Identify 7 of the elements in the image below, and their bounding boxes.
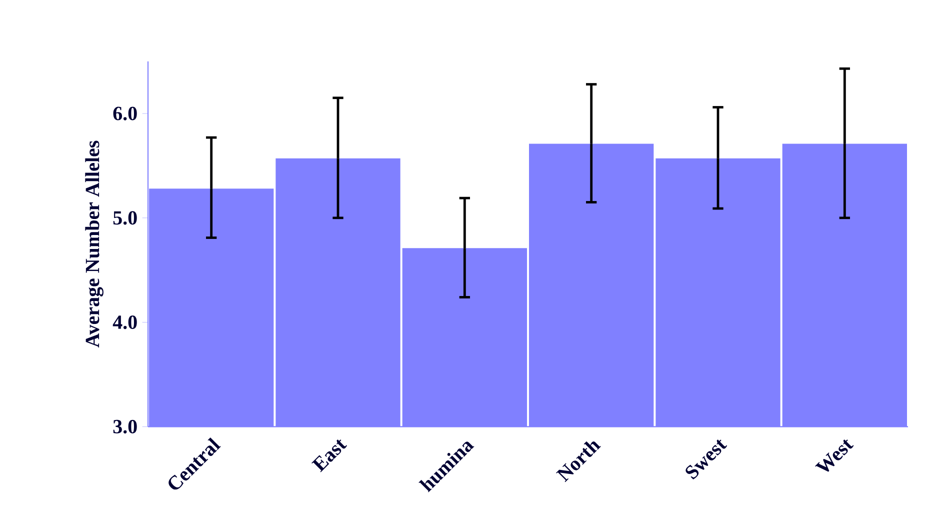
y-tick-label: 5.0: [113, 211, 137, 225]
y-tick-label: 4.0: [112, 316, 137, 330]
y-tick-label: 6.0: [113, 106, 137, 120]
y-axis-title: Average Number Alleles: [85, 140, 104, 348]
x-tick-label: East: [312, 440, 347, 472]
y-tick-label: 3.0: [113, 420, 137, 434]
x-tick-label: West: [815, 440, 854, 472]
